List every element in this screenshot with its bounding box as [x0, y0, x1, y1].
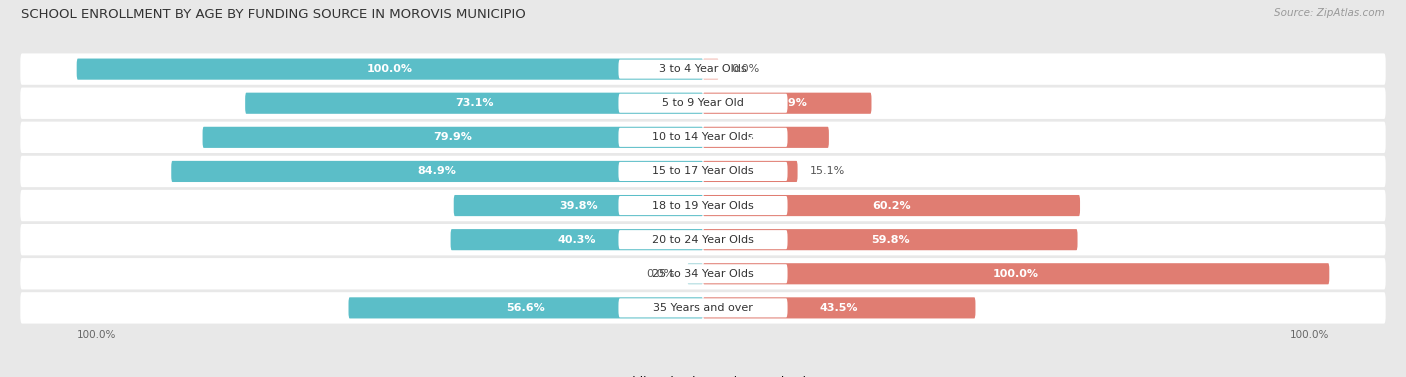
Text: 15.1%: 15.1%	[810, 166, 845, 176]
Text: 40.3%: 40.3%	[558, 234, 596, 245]
Text: 100.0%: 100.0%	[367, 64, 413, 74]
FancyBboxPatch shape	[619, 162, 787, 181]
FancyBboxPatch shape	[349, 297, 703, 319]
Text: 10 to 14 Year Olds: 10 to 14 Year Olds	[652, 132, 754, 143]
Text: 18 to 19 Year Olds: 18 to 19 Year Olds	[652, 201, 754, 211]
Text: 20.1%: 20.1%	[747, 132, 785, 143]
Text: 79.9%: 79.9%	[433, 132, 472, 143]
FancyBboxPatch shape	[703, 229, 1077, 250]
FancyBboxPatch shape	[703, 127, 830, 148]
FancyBboxPatch shape	[20, 54, 1386, 85]
FancyBboxPatch shape	[703, 161, 797, 182]
FancyBboxPatch shape	[619, 60, 787, 79]
FancyBboxPatch shape	[619, 93, 787, 113]
Text: 0.0%: 0.0%	[647, 269, 675, 279]
Text: 0.0%: 0.0%	[731, 64, 759, 74]
Text: 73.1%: 73.1%	[454, 98, 494, 108]
Text: 35 Years and over: 35 Years and over	[652, 303, 754, 313]
Text: 100.0%: 100.0%	[1289, 330, 1329, 340]
FancyBboxPatch shape	[20, 258, 1386, 290]
Text: 15 to 17 Year Olds: 15 to 17 Year Olds	[652, 166, 754, 176]
FancyBboxPatch shape	[20, 224, 1386, 255]
FancyBboxPatch shape	[20, 292, 1386, 323]
Text: 20 to 24 Year Olds: 20 to 24 Year Olds	[652, 234, 754, 245]
FancyBboxPatch shape	[619, 128, 787, 147]
FancyBboxPatch shape	[619, 230, 787, 249]
Text: 5 to 9 Year Old: 5 to 9 Year Old	[662, 98, 744, 108]
FancyBboxPatch shape	[454, 195, 703, 216]
FancyBboxPatch shape	[703, 263, 1329, 284]
FancyBboxPatch shape	[619, 298, 787, 317]
FancyBboxPatch shape	[703, 93, 872, 114]
FancyBboxPatch shape	[20, 190, 1386, 221]
FancyBboxPatch shape	[20, 156, 1386, 187]
Legend: Public School, Private School: Public School, Private School	[600, 376, 806, 377]
Text: 100.0%: 100.0%	[993, 269, 1039, 279]
Text: 39.8%: 39.8%	[560, 201, 598, 211]
Text: 60.2%: 60.2%	[872, 201, 911, 211]
FancyBboxPatch shape	[20, 87, 1386, 119]
FancyBboxPatch shape	[245, 93, 703, 114]
FancyBboxPatch shape	[450, 229, 703, 250]
Text: SCHOOL ENROLLMENT BY AGE BY FUNDING SOURCE IN MOROVIS MUNICIPIO: SCHOOL ENROLLMENT BY AGE BY FUNDING SOUR…	[21, 8, 526, 20]
Text: 25 to 34 Year Olds: 25 to 34 Year Olds	[652, 269, 754, 279]
FancyBboxPatch shape	[77, 58, 703, 80]
Text: 56.6%: 56.6%	[506, 303, 546, 313]
Text: Source: ZipAtlas.com: Source: ZipAtlas.com	[1274, 8, 1385, 18]
FancyBboxPatch shape	[619, 196, 787, 215]
Text: 3 to 4 Year Olds: 3 to 4 Year Olds	[659, 64, 747, 74]
FancyBboxPatch shape	[202, 127, 703, 148]
FancyBboxPatch shape	[619, 264, 787, 284]
Text: 59.8%: 59.8%	[870, 234, 910, 245]
FancyBboxPatch shape	[172, 161, 703, 182]
FancyBboxPatch shape	[703, 195, 1080, 216]
Text: 84.9%: 84.9%	[418, 166, 457, 176]
FancyBboxPatch shape	[703, 297, 976, 319]
Text: 43.5%: 43.5%	[820, 303, 859, 313]
FancyBboxPatch shape	[20, 122, 1386, 153]
Text: 100.0%: 100.0%	[77, 330, 117, 340]
FancyBboxPatch shape	[688, 263, 703, 284]
FancyBboxPatch shape	[703, 58, 718, 80]
Text: 26.9%: 26.9%	[768, 98, 807, 108]
